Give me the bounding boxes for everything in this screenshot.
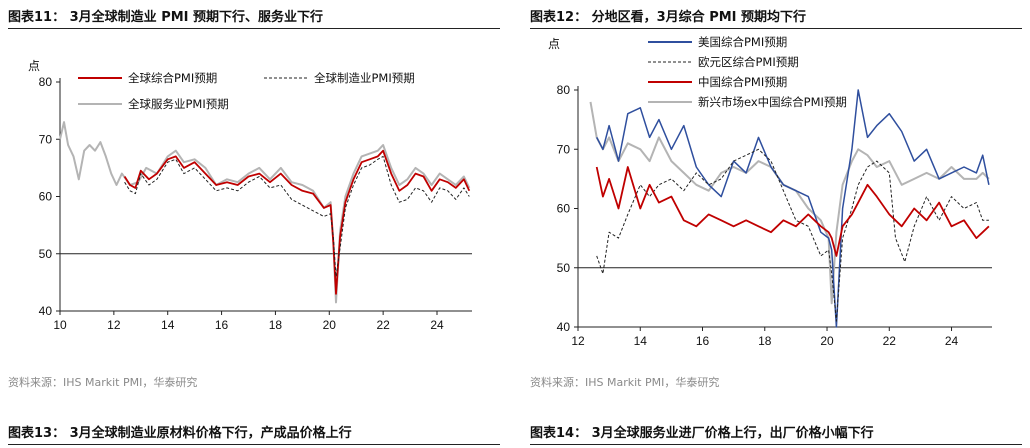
c1-legend-label-1: 全球制造业PMI预期	[314, 71, 415, 85]
c2-legend-label-0: 美国综合PMI预期	[698, 35, 787, 49]
y-tick-label: 40	[39, 304, 53, 318]
source-note-12: 资料来源：IHS Markit PMI，华泰研究	[530, 376, 720, 389]
y-tick-label: 60	[39, 190, 53, 204]
y-tick-label: 50	[557, 261, 571, 275]
c2-series-line-2	[595, 166, 990, 257]
y-tick-label: 70	[557, 142, 571, 156]
source-note-11: 资料来源：IHS Markit PMI，华泰研究	[8, 376, 198, 389]
x-tick-label: 12	[107, 318, 121, 332]
c1-legend-label-2: 全球服务业PMI预期	[128, 97, 229, 111]
x-tick-label: 20	[323, 318, 337, 332]
y-tick-label: 50	[39, 247, 53, 261]
c2-legend-label-3: 新兴市场ex中国综合PMI预期	[698, 95, 847, 109]
y-tick-label: 70	[39, 132, 53, 146]
c1-series-line-2	[59, 121, 471, 304]
x-tick-label: 16	[696, 334, 710, 348]
x-tick-label: 14	[634, 334, 648, 348]
c1-legend-label-0: 全球综合PMI预期	[128, 71, 217, 85]
c1-series-line-0	[123, 149, 471, 295]
x-tick-label: 14	[161, 318, 175, 332]
y-axis-label: 点	[28, 59, 40, 73]
c2-legend-label-2: 中国综合PMI预期	[698, 75, 787, 89]
title-rule-13	[8, 444, 500, 445]
title-rule-14	[530, 444, 1022, 445]
x-tick-label: 22	[376, 318, 390, 332]
figure-title-14: 图表14： 3月全球服务业进厂价格上行，出厂价格小幅下行	[530, 426, 874, 441]
c2-series-line-3	[589, 101, 990, 305]
c2-legend-label-1: 欧元区综合PMI预期	[698, 55, 799, 69]
x-tick-label: 20	[820, 334, 834, 348]
y-tick-label: 80	[39, 75, 53, 89]
c2-series-line-1	[596, 148, 989, 322]
x-tick-label: 18	[758, 334, 772, 348]
y-axis-label: 点	[548, 37, 560, 51]
figure-title-11: 图表11： 3月全球制造业 PMI 预期下行、服务业下行	[8, 10, 324, 25]
y-tick-label: 60	[557, 202, 571, 216]
y-tick-label: 40	[557, 320, 571, 334]
figure-title-13: 图表13： 3月全球制造业原材料价格下行，产成品价格上行	[8, 426, 352, 441]
x-tick-label: 12	[571, 334, 585, 348]
x-tick-label: 22	[883, 334, 897, 348]
x-tick-label: 10	[53, 318, 67, 332]
x-tick-label: 18	[269, 318, 283, 332]
x-tick-label: 24	[430, 318, 444, 332]
title-rule-12	[530, 28, 1022, 29]
title-rule-11	[8, 28, 500, 29]
c2-series-line-0	[596, 89, 990, 328]
x-tick-label: 24	[945, 334, 959, 348]
x-tick-label: 16	[215, 318, 229, 332]
figure-title-12: 图表12： 分地区看，3月综合 PMI 预期均下行	[530, 10, 807, 25]
y-tick-label: 80	[557, 83, 571, 97]
